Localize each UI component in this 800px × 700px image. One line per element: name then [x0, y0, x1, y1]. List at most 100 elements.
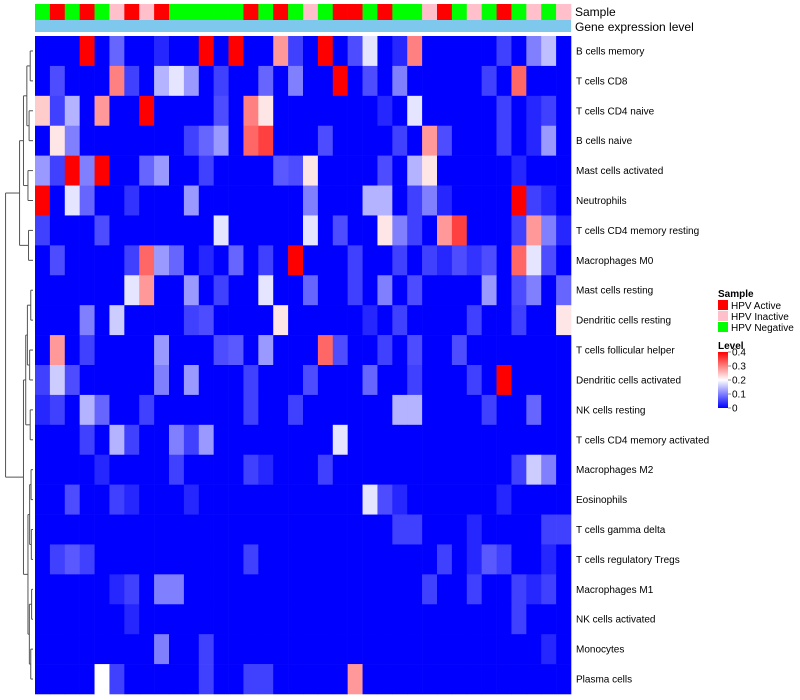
heatmap-cell: [511, 454, 527, 485]
heatmap-cell: [273, 245, 289, 276]
heatmap-cell: [35, 185, 51, 216]
heatmap-cell: [496, 394, 512, 426]
heatmap-cell: [154, 125, 170, 156]
heatmap-cell: [317, 664, 334, 695]
heatmap-cell: [496, 125, 512, 156]
heatmap-cell: [541, 36, 557, 67]
heatmap-cell: [169, 245, 185, 276]
heatmap-cell: [64, 454, 80, 485]
heatmap-cell: [183, 484, 200, 515]
heatmap-cell: [183, 335, 200, 366]
heatmap-cell: [228, 424, 244, 456]
legend-sample-swatch: [718, 300, 728, 310]
heatmap-cell: [228, 634, 244, 665]
heatmap-cell: [124, 634, 140, 665]
legend-level-tick-label: 0.4: [732, 348, 746, 359]
heatmap-cell: [273, 484, 289, 515]
heatmap-cell: [64, 365, 80, 396]
heatmap-cell: [288, 275, 304, 306]
heatmap-cell: [94, 185, 110, 216]
heatmap-cell: [169, 65, 185, 97]
heatmap-cell: [451, 215, 468, 246]
heatmap-cell: [362, 95, 378, 127]
heatmap-cell: [556, 634, 572, 665]
heatmap-cell: [213, 604, 229, 635]
heatmap-cell: [94, 365, 110, 396]
legend-level-tick-label: 0.3: [732, 362, 746, 373]
heatmap-cell: [332, 245, 348, 276]
heatmap-cell: [79, 245, 95, 276]
heatmap-cell: [392, 574, 408, 605]
heatmap-cell: [317, 424, 334, 456]
heatmap-cell: [124, 394, 140, 426]
heatmap-cell: [437, 245, 453, 276]
heatmap-cell: [392, 454, 408, 485]
heatmap-cell: [556, 95, 572, 127]
sample-annotation-cell: [541, 4, 557, 20]
heatmap-cell: [303, 365, 319, 396]
heatmap-cell: [481, 305, 497, 336]
heatmap-cell: [466, 185, 482, 216]
heatmap-cell: [35, 155, 51, 186]
heatmap-cell: [377, 95, 393, 127]
heatmap-cell: [94, 634, 110, 665]
heatmap-cell: [541, 514, 557, 545]
heatmap-cell: [481, 185, 497, 216]
heatmap-cell: [556, 424, 572, 456]
sample-annotation-cell: [198, 4, 214, 20]
sample-annotation-cell: [466, 4, 482, 20]
heatmap-cell: [362, 65, 378, 97]
heatmap-cell: [79, 185, 95, 216]
heatmap-cell: [556, 275, 572, 306]
heatmap-cell: [422, 305, 438, 336]
heatmap-cell: [317, 394, 334, 426]
heatmap-cell: [213, 65, 229, 97]
heatmap-cell: [64, 484, 80, 515]
heatmap-cell: [362, 634, 378, 665]
heatmap-cell: [228, 454, 244, 485]
heatmap-cell: [183, 215, 200, 246]
heatmap-cell: [154, 574, 170, 605]
heatmap-cell: [407, 574, 423, 605]
heatmap-cell: [64, 275, 80, 306]
heatmap-cell: [49, 125, 66, 156]
heatmap-cell: [541, 574, 557, 605]
heatmap-cell: [303, 335, 319, 366]
heatmap-cell: [392, 394, 408, 426]
heatmap-cell: [451, 394, 468, 426]
heatmap-cell: [198, 215, 214, 246]
heatmap-cell: [556, 125, 572, 156]
heatmap-cell: [481, 95, 497, 127]
heatmap-cell: [541, 664, 557, 695]
heatmap-cell: [496, 664, 512, 695]
heatmap-cell: [109, 335, 125, 366]
heatmap-cell: [228, 36, 244, 67]
heatmap-cell: [496, 335, 512, 366]
heatmap-cell: [362, 574, 378, 605]
heatmap-cell: [243, 664, 259, 695]
heatmap-cell: [317, 245, 334, 276]
heatmap-cell: [451, 664, 468, 695]
heatmap-cell: [124, 65, 140, 97]
heatmap-cell: [154, 634, 170, 665]
heatmap-cell: [392, 275, 408, 306]
heatmap-cell: [228, 365, 244, 396]
heatmap-cell: [273, 305, 289, 336]
heatmap-cell: [541, 335, 557, 366]
sample-annotation-cell: [258, 4, 274, 20]
heatmap-cell: [243, 185, 259, 216]
heatmap-cell: [139, 634, 155, 665]
heatmap-cell: [317, 125, 334, 156]
heatmap-cell: [496, 424, 512, 456]
row-labels: B cells memory T cells CD8 T cells CD4 nai…: [576, 46, 709, 685]
heatmap-cell: [273, 574, 289, 605]
heatmap-cell: [407, 484, 423, 515]
heatmap-cell: [526, 245, 542, 276]
heatmap-cell: [213, 305, 229, 336]
heatmap-cell: [35, 544, 51, 575]
heatmap-cell: [526, 155, 542, 186]
heatmap-cell: [94, 514, 110, 545]
heatmap-cell: [437, 365, 453, 396]
heatmap-cell: [466, 245, 482, 276]
heatmap-cell: [526, 574, 542, 605]
